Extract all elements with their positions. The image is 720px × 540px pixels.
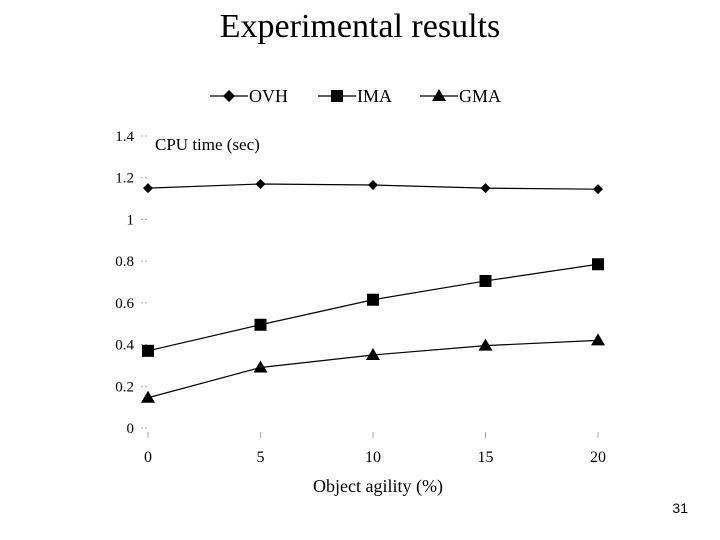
data-point-ima — [592, 258, 604, 271]
legend-marker-triangle — [432, 89, 446, 101]
legend-item-gma: GMA — [420, 86, 501, 106]
x-tick-label: 10 — [365, 449, 381, 466]
data-point-ovh — [593, 184, 603, 195]
data-point-ima — [142, 344, 154, 357]
data-point-ovh — [255, 178, 266, 189]
data-point-ovh — [143, 183, 153, 194]
x-tick-label: 20 — [590, 449, 606, 466]
y-tick-label: 0.8 — [115, 254, 134, 270]
y-tick-label: 1.2 — [115, 171, 134, 187]
x-tick-label: 0 — [144, 449, 152, 466]
series-line-ima — [147, 263, 599, 352]
legend-item-ima: IMA — [318, 86, 392, 106]
slide-title: Experimental results — [219, 8, 501, 45]
legend-label: IMA — [357, 86, 392, 106]
legend-item-ovh: OVH — [210, 86, 288, 106]
series-ovh — [143, 178, 603, 195]
y-tick-label: 1.4 — [115, 129, 134, 145]
data-point-ima — [254, 318, 267, 331]
series-ima — [142, 258, 604, 357]
legend-marker-square — [331, 90, 343, 102]
y-tick-label: 0.4 — [115, 338, 134, 354]
y-tick-label: 1 — [127, 212, 135, 228]
legend-label: OVH — [249, 86, 288, 106]
x-axis-label: Object agility (%) — [313, 476, 443, 497]
data-point-ima — [367, 293, 379, 306]
data-point-gma — [141, 390, 155, 403]
series-layer — [141, 178, 605, 403]
y-tick-label: 0 — [127, 421, 135, 437]
data-point-ovh — [480, 183, 491, 194]
x-tick-label: 15 — [478, 449, 494, 466]
series-gma — [141, 333, 605, 403]
legend-marker-diamond — [223, 90, 235, 102]
y-axis-label: CPU time (sec) — [155, 135, 260, 154]
x-tick-label: 5 — [257, 449, 265, 466]
chart-legend: OVH IMA GMA — [210, 86, 501, 106]
page-number: 31 — [672, 500, 688, 516]
y-tick-label: 0.2 — [115, 379, 134, 395]
data-point-ovh — [368, 180, 378, 191]
data-point-gma — [366, 348, 380, 360]
legend-label: GMA — [459, 86, 501, 106]
data-point-ima — [479, 274, 492, 287]
data-point-gma — [591, 333, 605, 346]
data-point-gma — [478, 338, 493, 351]
x-axis: 0 5 10 15 20 — [144, 432, 606, 466]
y-axis: 0 0.2 0.4 0.6 0.8 1 1.2 1.4 — [115, 129, 148, 437]
data-point-gma — [253, 360, 268, 373]
y-tick-label: 0.6 — [115, 296, 134, 312]
